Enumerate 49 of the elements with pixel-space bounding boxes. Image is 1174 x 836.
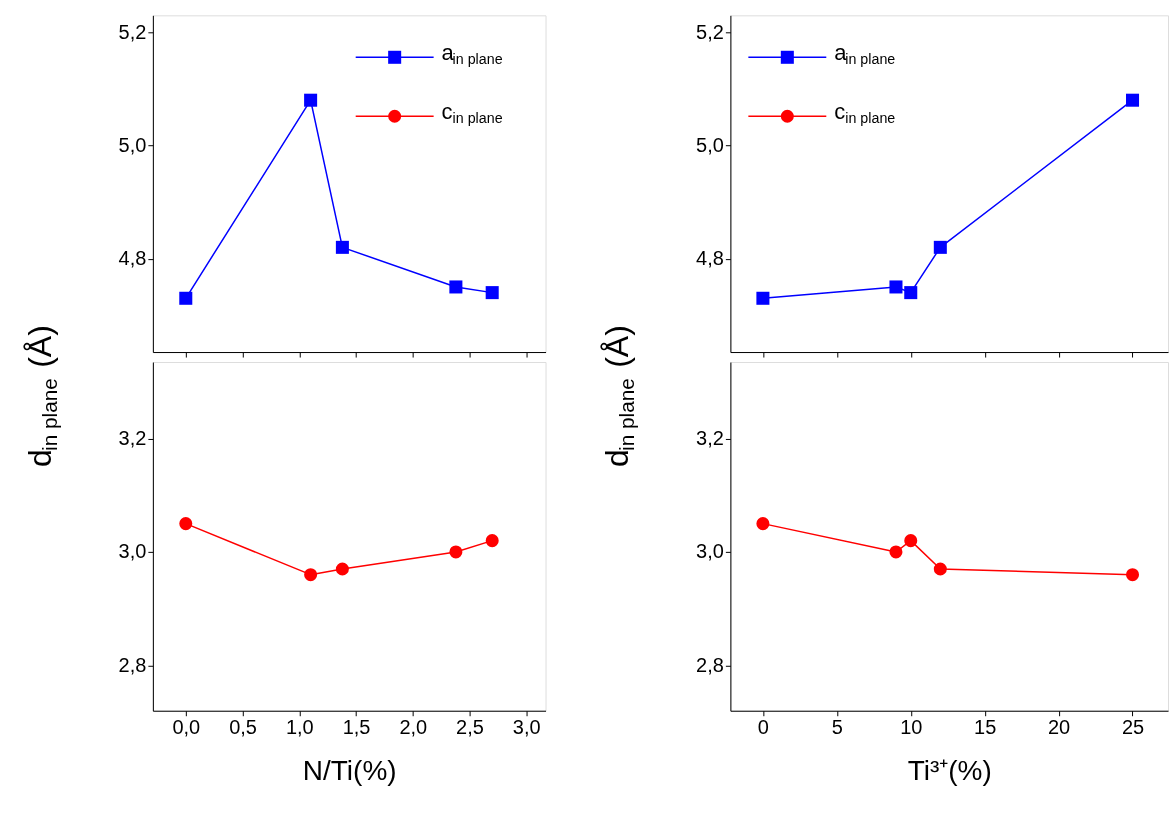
point (904, 286, 918, 300)
x-axis-title: N/Ti(%) (302, 755, 397, 787)
point (756, 291, 770, 305)
y-axis-title: din plane (Å) (599, 325, 639, 467)
y-tick-label: 2,8 (118, 653, 147, 676)
y-tick-label: 3,0 (696, 540, 724, 563)
y-tick-label: 4,8 (696, 247, 724, 270)
x-tick-label: 25 (1121, 716, 1145, 739)
point (904, 534, 918, 548)
point (179, 291, 193, 305)
x-tick-label: 0,0 (172, 716, 201, 739)
point (485, 534, 499, 548)
y-tick-label: 3,0 (118, 540, 147, 563)
point (335, 562, 349, 576)
point (304, 93, 318, 107)
x-tick-label: 20 (1047, 716, 1071, 739)
y-tick-label: 5,0 (696, 133, 724, 156)
point (1126, 93, 1140, 107)
point (485, 286, 499, 300)
x-tick-label: 1,0 (285, 716, 314, 739)
x-tick-label: 2,5 (456, 716, 484, 739)
y-tick-label: 5,0 (118, 133, 147, 156)
point (933, 562, 947, 576)
x-tick-label: 0,5 (229, 716, 257, 739)
x-tick-label: 10 (900, 716, 923, 739)
y-tick-label: 2,8 (696, 653, 724, 676)
x-tick-label: 15 (974, 716, 997, 739)
x-tick-label: 2,0 (399, 716, 428, 739)
x-axis-title: Ti³⁺(%) (907, 755, 992, 787)
x-tick-label: 3,0 (512, 716, 541, 739)
point (933, 240, 947, 254)
point (889, 545, 903, 559)
point (449, 280, 463, 294)
point (756, 517, 770, 531)
point (449, 545, 463, 559)
point (335, 240, 349, 254)
x-tick-label: 0 (757, 716, 769, 739)
x-tick-label: 5 (831, 716, 843, 739)
point (304, 568, 318, 582)
y-tick-label: 3,2 (696, 427, 724, 450)
x-tick-label: 1,5 (342, 716, 371, 739)
y-tick-label: 5,2 (696, 20, 724, 43)
y-tick-label: 4,8 (118, 247, 147, 270)
y-tick-label: 5,2 (118, 20, 147, 43)
y-tick-label: 3,2 (118, 427, 147, 450)
point (889, 280, 903, 294)
point (1126, 568, 1140, 582)
point (179, 517, 193, 531)
y-axis-title: din plane (Å) (21, 325, 61, 467)
